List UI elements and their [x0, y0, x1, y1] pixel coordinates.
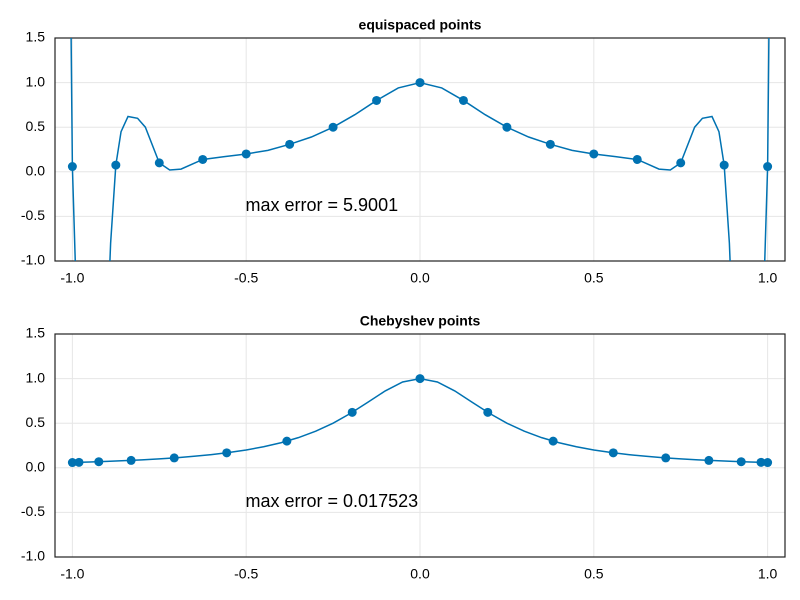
y-tick-label: 0.5 [26, 414, 46, 430]
x-tick-label: 0.5 [584, 270, 604, 286]
x-tick-label: 0.5 [584, 566, 604, 582]
data-point [458, 95, 468, 105]
axes: -1.0 -0.5 0.0 0.5 1.0 -1.0 -0.5 0.0 0.5 1.0 1.5 Che… [21, 313, 786, 582]
data-point [763, 458, 773, 468]
data-point [661, 453, 671, 463]
data-point [756, 457, 766, 467]
data-point [545, 139, 555, 149]
data-point [222, 448, 232, 458]
data-point [676, 158, 686, 168]
data-point [608, 448, 618, 458]
data-point [736, 457, 746, 467]
data-point [704, 455, 714, 465]
y-tick-label: -1.0 [21, 252, 45, 268]
data-point [502, 122, 512, 132]
annotation: max error = 0.017523 [246, 491, 419, 511]
y-tick-label: -0.5 [21, 207, 45, 223]
data-point [198, 154, 208, 164]
data-point [415, 78, 425, 88]
y-tick-label: 0.0 [26, 459, 46, 475]
chart-title: Chebyshev points [360, 313, 481, 329]
data-point [372, 95, 382, 105]
data-point [589, 149, 599, 159]
data-point [169, 453, 179, 463]
data-point [285, 139, 295, 149]
annotation: max error = 5.9001 [246, 195, 399, 215]
x-tick-label: -0.5 [234, 270, 258, 286]
data-point [328, 122, 338, 132]
chart-title: equispaced points [359, 17, 482, 33]
x-tick-label: 1.0 [758, 566, 778, 582]
x-tick-label: 0.0 [410, 270, 430, 286]
data-point [347, 407, 357, 417]
data-point [67, 162, 77, 172]
y-tick-label: 0.0 [26, 163, 46, 179]
x-tick-label: -1.0 [60, 270, 84, 286]
data-point [282, 436, 292, 446]
data-point [763, 162, 773, 172]
data-point [548, 436, 558, 446]
y-tick-label: 1.5 [26, 325, 46, 341]
y-tick-label: 1.5 [26, 29, 46, 45]
x-tick-label: -1.0 [60, 566, 84, 582]
data-point [126, 455, 136, 465]
y-tick-label: 1.0 [26, 73, 46, 89]
data-point [111, 160, 121, 170]
y-tick-label: -1.0 [21, 548, 45, 564]
data-point [632, 154, 642, 164]
data-point [94, 457, 104, 467]
data-point [719, 160, 729, 170]
data-point [154, 158, 164, 168]
data-point [241, 149, 251, 159]
data-point [67, 458, 77, 468]
x-tick-label: 0.0 [410, 566, 430, 582]
data-point [415, 374, 425, 384]
y-tick-label: 1.0 [26, 369, 46, 385]
y-tick-label: 0.5 [26, 118, 46, 134]
axes-frame [54, 37, 786, 262]
axes-frame [54, 333, 786, 558]
x-tick-label: -0.5 [234, 566, 258, 582]
axes: -1.0 -0.5 0.0 0.5 1.0 -1.0 -0.5 0.0 0.5 1.0 1.5 equ… [21, 17, 786, 286]
data-point [483, 407, 493, 417]
data-point [74, 457, 84, 467]
y-tick-label: -0.5 [21, 503, 45, 519]
x-tick-label: 1.0 [758, 270, 778, 286]
